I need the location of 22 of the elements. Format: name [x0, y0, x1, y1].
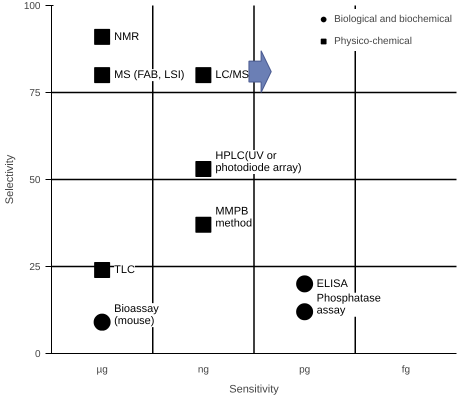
legend-label: Physico-chemical	[334, 35, 412, 47]
y-tick-label: 75	[29, 88, 41, 99]
x-tick-label: ng	[198, 364, 209, 376]
annotation: Phosphatase assay	[316, 292, 381, 317]
annotation: MS (FAB, LSI)	[114, 69, 184, 82]
x-tick-label: µg	[96, 364, 108, 376]
y-tick-label: 50	[29, 175, 41, 186]
annotation: MMPB method	[215, 206, 252, 230]
annotation: TLC	[114, 264, 135, 276]
x-axis-title: Sensitivity	[229, 384, 280, 396]
x-tick-label: pg	[299, 364, 310, 376]
legend-label: Biological and biochemical	[334, 13, 452, 25]
annotation: LC/MS	[215, 69, 249, 82]
y-tick-label: 100	[24, 1, 41, 12]
x-tick-label: fg	[402, 364, 410, 376]
annotation: Bioassay (mouse)	[114, 303, 160, 328]
annotation: HPLC(UV or photodiode array)	[215, 150, 302, 174]
y-tick-label: 0	[34, 349, 41, 360]
annotation: NMR	[114, 30, 140, 43]
y-tick-label: 25	[29, 262, 41, 273]
annotation: ELISA	[316, 278, 348, 290]
y-axis-title: Selectivity	[4, 154, 16, 204]
